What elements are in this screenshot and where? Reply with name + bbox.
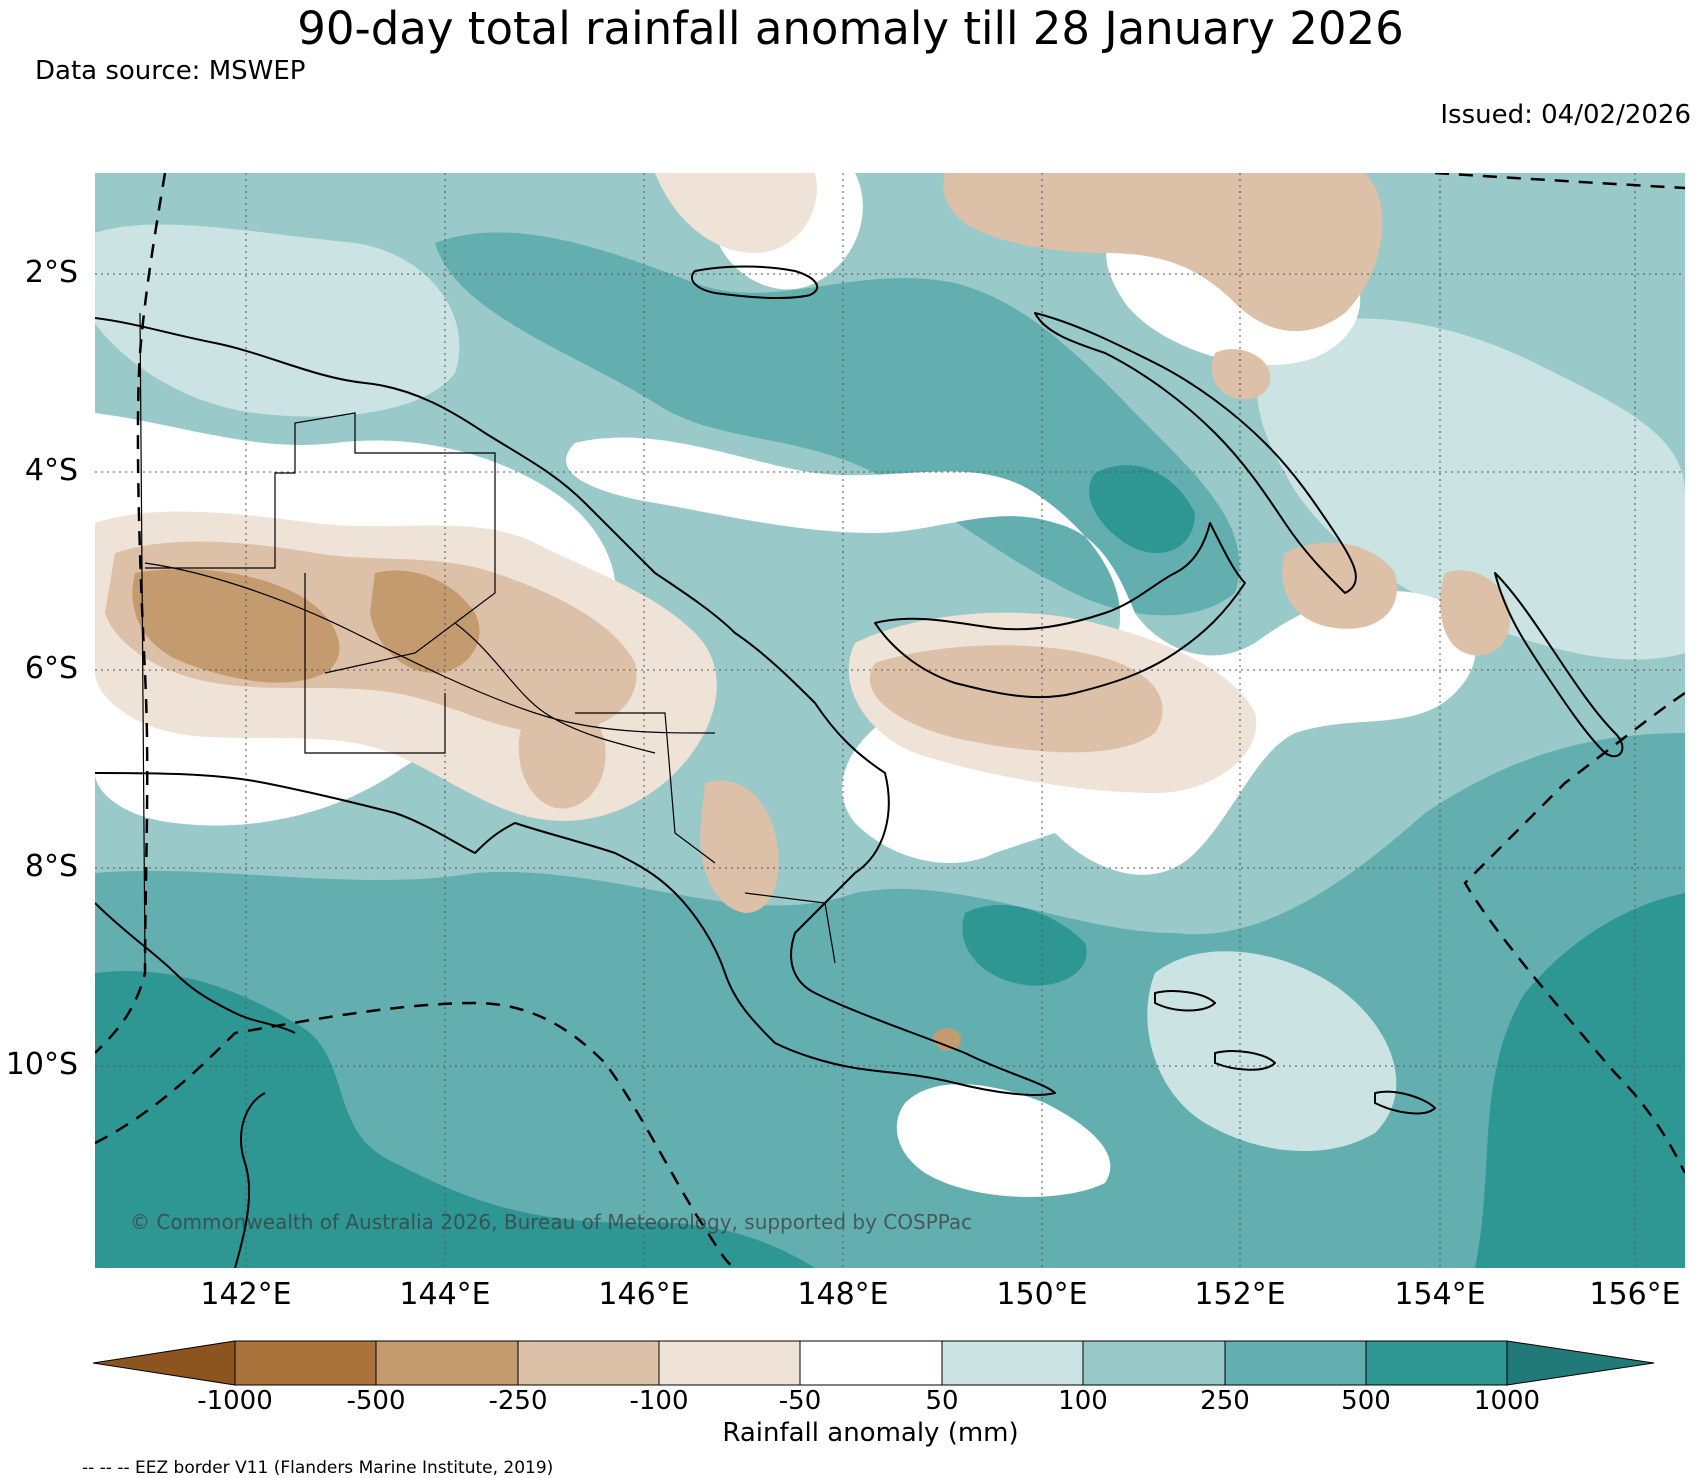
anomaly-area-east-dry-100 [1282,542,1397,629]
new-britain-coastline [874,522,1246,699]
eez-border-west [95,173,167,1054]
anomaly-area-east-dry-250 [1440,570,1511,656]
lon-label-142e: 142°E [200,1277,292,1312]
colorbar-tick-neg500: -500 [346,1386,406,1416]
issued-date: Issued: 04/02/2026 [1440,100,1691,130]
colorbar-swatch-neg500-neg250 [375,1340,519,1386]
colorbar-tick-50: 50 [925,1386,959,1416]
lat-label-4s: 4°S [24,453,78,488]
anomaly-area-east-light [1256,318,1685,660]
anomaly-area-south-coast-white [896,1084,1111,1197]
lat-label-2s: 2°S [24,255,78,290]
eez-border-south [95,1001,736,1268]
anomaly-area-central-white [566,437,1476,875]
colorbar-swatch-neg1000-neg500 [234,1340,377,1386]
anomaly-area-cape-dry-spot [933,1028,962,1051]
lon-label-156e: 156°E [1589,1277,1681,1312]
anomaly-area-north-250-500 [435,232,1240,616]
milne-bay-islands-coastline [1154,990,1436,1115]
australia-coastline [95,902,296,1268]
anomaly-area-north-dry-100 [943,173,1383,332]
coastlines [95,265,1624,1268]
lon-label-146e: 146°E [598,1277,690,1312]
colorbar-swatch-100-250 [1082,1340,1226,1386]
anomaly-area-central-500 [962,904,1087,986]
new-ireland-coastline [1034,312,1357,594]
colorbar-tick-neg250: -250 [488,1386,548,1416]
anomaly-area-south-500-1000 [95,971,815,1268]
eez-border-northeast [1434,173,1685,190]
colorbar-tick-250: 250 [1200,1386,1250,1416]
rainfall-anomaly-map [95,173,1685,1268]
colorbar-swatch-lt-1000 [93,1340,236,1386]
colorbar-swatch-500-1000 [1365,1340,1508,1386]
colorbar-tick-neg50: -50 [778,1386,822,1416]
anomaly-area-west-light [95,224,460,417]
colorbar-swatch-neg250-neg100 [517,1340,660,1386]
colorbar-title: Rainfall anomaly (mm) [722,1418,1019,1448]
lat-label-10s: 10°S [5,1047,78,1082]
colorbar [93,1340,1655,1386]
bougainville-coastline [1494,572,1624,758]
colorbar-tick-100: 100 [1058,1386,1108,1416]
eez-borders [95,173,1685,1268]
colorbar-swatch-50-100 [941,1340,1084,1386]
colorbar-swatch-250-500 [1224,1340,1367,1386]
lon-label-148e: 148°E [797,1277,889,1312]
lon-label-150e: 150°E [996,1277,1088,1312]
anomaly-area-east-dry-small [1211,349,1271,400]
manus-coastline [690,265,819,300]
lon-label-152e: 152°E [1194,1277,1286,1312]
data-source-label: Data source: MSWEP [35,56,306,86]
colorbar-tick-500: 500 [1341,1386,1391,1416]
lon-label-154e: 154°E [1394,1277,1486,1312]
anomaly-area-north-500 [1089,465,1195,553]
colorbar-tick-neg1000: -1000 [197,1386,273,1416]
anomaly-area-highlands-dry-250 [370,570,480,673]
anomaly-area-solomon-light [1147,951,1397,1152]
anomaly-area-se-500-1000 [1475,893,1685,1268]
map-title: 90-day total rainfall anomaly till 28 Ja… [297,2,1404,55]
anomaly-area-newguinea-dry-250 [132,569,340,683]
copyright-notice: © Commonwealth of Australia 2026, Bureau… [130,1210,973,1234]
colorbar-swatch-neg50-50 [799,1340,943,1386]
anomaly-area-central-dry-100 [869,645,1163,753]
anomaly-area-gulf-dry-100 [518,690,606,809]
eez-border-note: -- -- -- EEZ border V11 (Flanders Marine… [82,1458,554,1478]
lat-label-8s: 8°S [24,849,78,884]
lat-label-6s: 6°S [24,651,78,686]
anomaly-area-papuan-dry-100 [700,780,779,913]
colorbar-tick-1000: 1000 [1473,1386,1541,1416]
eez-border-east [1463,691,1685,1174]
colorbar-swatch-gt-1000 [1506,1340,1655,1386]
anomaly-area-north-dry-50 [655,173,817,253]
lon-label-144e: 144°E [399,1277,491,1312]
colorbar-tick-neg100: -100 [629,1386,689,1416]
new-guinea-coastline [95,317,1056,1096]
colorbar-swatch-neg100-neg50 [658,1340,801,1386]
